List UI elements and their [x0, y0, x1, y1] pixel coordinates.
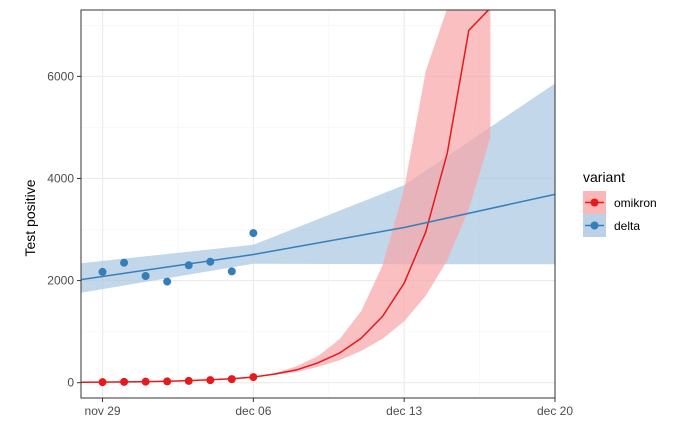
y-tick-label: 4000	[47, 171, 74, 185]
legend-key-point-omikron	[590, 198, 599, 207]
data-point-omikron	[249, 373, 258, 382]
x-tick-label: dec 20	[537, 404, 573, 418]
legend-label-delta: delta	[614, 219, 640, 233]
legend-label-omikron: omikron	[614, 196, 657, 210]
data-point-delta	[249, 229, 258, 238]
data-point-omikron	[163, 377, 172, 386]
fit-line-delta	[81, 193, 555, 281]
data-point-delta	[206, 257, 215, 266]
data-point-delta	[98, 267, 107, 276]
legend: variant omikron delta	[583, 169, 657, 237]
x-tick-label: dec 06	[235, 404, 271, 418]
y-tick-label: 6000	[47, 69, 74, 83]
confidence-band-omikron	[81, 10, 491, 383]
legend-title: variant	[583, 169, 625, 185]
x-tick-label: dec 13	[386, 404, 422, 418]
confidence-bands	[81, 10, 555, 383]
data-point-omikron	[206, 376, 215, 385]
legend-key-point-delta	[590, 221, 599, 230]
y-axis-title: Test positive	[22, 179, 38, 256]
observed-points	[98, 229, 258, 387]
data-point-delta	[227, 267, 236, 276]
y-tick-label: 2000	[47, 274, 74, 288]
y-tick-label: 0	[67, 376, 74, 390]
y-axis: 0 2000 4000 6000	[47, 69, 81, 390]
data-point-omikron	[141, 377, 150, 386]
data-point-omikron	[184, 376, 193, 385]
x-tick-label: nov 29	[85, 404, 121, 418]
data-point-omikron	[98, 378, 107, 387]
data-point-omikron	[227, 375, 236, 384]
data-point-delta	[120, 258, 129, 267]
data-point-omikron	[120, 377, 129, 386]
data-point-delta	[163, 277, 172, 286]
data-point-delta	[141, 271, 150, 280]
x-axis: nov 29 dec 06 dec 13 dec 20	[85, 398, 573, 418]
plot-border	[80, 9, 556, 399]
data-point-delta	[184, 261, 193, 270]
